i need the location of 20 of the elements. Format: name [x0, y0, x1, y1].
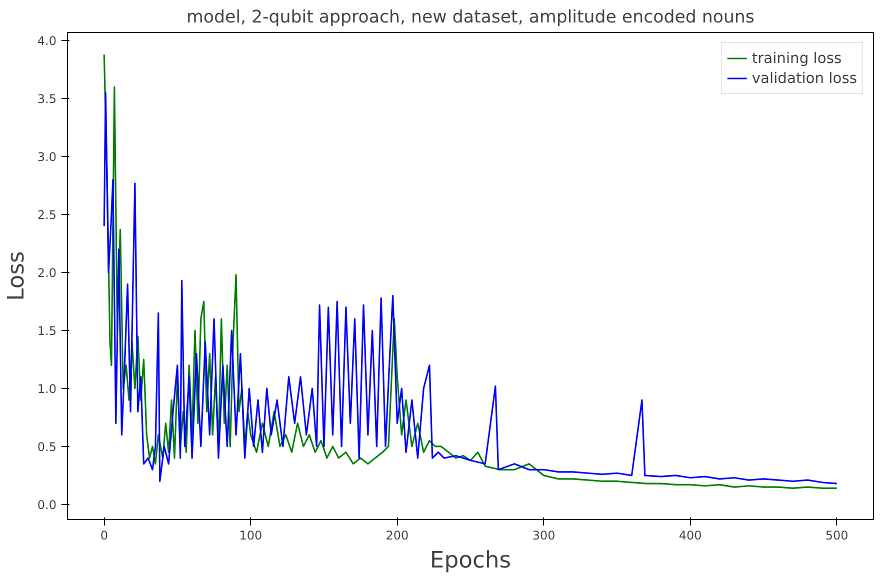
y-axis-title: Loss: [3, 251, 30, 301]
x-tick-label: 200: [386, 528, 409, 542]
y-tick-label: 1.5: [37, 324, 57, 338]
y-tick-label: 0.5: [37, 440, 57, 454]
y-tick-label: 3.0: [37, 150, 57, 164]
y-tick-label: 3.5: [37, 92, 57, 106]
y-tick-label: 0.0: [37, 498, 57, 512]
y-tick-label: 2.5: [37, 208, 57, 222]
legend-label: training loss: [752, 50, 842, 66]
x-tick-label: 100: [239, 528, 262, 542]
x-tick-label: 0: [100, 528, 108, 542]
legend-label: validation loss: [752, 70, 857, 86]
x-tick-label: 500: [825, 528, 848, 542]
y-tick-label: 1.0: [37, 382, 57, 396]
y-tick-label: 4.0: [37, 34, 57, 48]
y-tick-label: 2.0: [37, 266, 57, 280]
x-axis-title: Epochs: [430, 548, 512, 574]
x-tick-label: 400: [678, 528, 702, 542]
x-tick-label: 300: [532, 528, 556, 542]
chart-title: model, 2-qubit approach, new dataset, amplitude encoded nouns: [186, 8, 754, 28]
